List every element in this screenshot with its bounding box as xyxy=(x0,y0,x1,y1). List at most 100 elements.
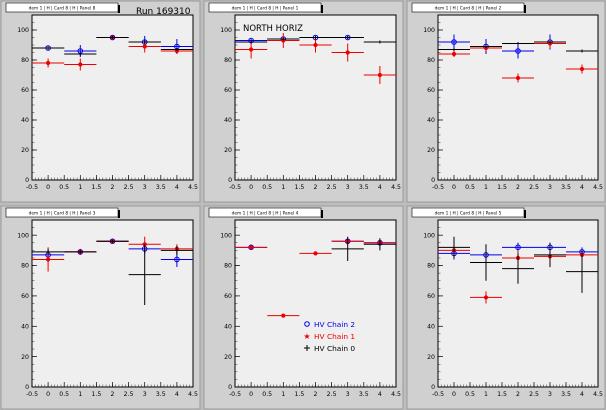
y-tick-label: 100 xyxy=(423,232,435,239)
x-tick-label: 0.5 xyxy=(465,391,475,398)
data-point xyxy=(32,248,65,255)
x-tick-label: 0 xyxy=(46,391,50,398)
data-point xyxy=(470,291,502,304)
x-tick-label: 0.5 xyxy=(59,391,69,398)
y-tick-label: 60 xyxy=(224,87,232,94)
x-axis: -0.5 0 0.5 1 1.5 2 2.5 3 3.5 4 4.5 xyxy=(229,175,401,191)
marker-circle xyxy=(174,256,180,263)
y-tick-label: 20 xyxy=(427,147,435,154)
y-tick-label: 0 xyxy=(25,177,29,184)
marker-star xyxy=(515,75,521,81)
y-tick-label: 100 xyxy=(220,232,232,239)
data-point xyxy=(363,40,396,44)
x-tick-label: 4.5 xyxy=(593,391,603,398)
x-tick-label: 2.5 xyxy=(124,391,134,398)
x-tick-label: 2.5 xyxy=(327,391,337,398)
data-point xyxy=(128,244,161,306)
plot-area xyxy=(31,219,194,388)
data-point xyxy=(331,36,364,39)
y-tick-label: 40 xyxy=(427,323,435,330)
y-tick-label: 80 xyxy=(224,57,232,64)
data-point xyxy=(438,51,470,57)
x-tick-label: 4 xyxy=(580,391,584,398)
legend-marker-star: ★ xyxy=(303,332,310,341)
x-tick-label: 3.5 xyxy=(561,391,571,398)
series-chain0 xyxy=(32,239,193,306)
data-point xyxy=(502,43,534,59)
x-tick-label: 3.5 xyxy=(359,391,369,398)
data-point xyxy=(299,37,332,53)
panel-title: dem 1 | H | Card 8 | H | Panel 1 xyxy=(208,2,323,13)
y-tick-label: 80 xyxy=(427,263,435,270)
x-axis: -0.5 0 0.5 1 1.5 2 2.5 3 3.5 4 4.5 xyxy=(26,175,198,191)
x-tick-label: 4.5 xyxy=(593,184,603,191)
x-tick-label: 2.5 xyxy=(124,184,134,191)
y-tick-label: 40 xyxy=(427,117,435,124)
x-tick-label: 3 xyxy=(143,391,147,398)
y-tick-label: 20 xyxy=(21,147,29,154)
y-tick-label: 0 xyxy=(431,177,435,184)
data-point xyxy=(470,244,502,281)
x-tick-label: 3.5 xyxy=(156,184,166,191)
x-tick-label: 3 xyxy=(346,391,350,398)
y-tick-label: 60 xyxy=(21,293,29,300)
x-tick-label: 0.5 xyxy=(262,391,272,398)
x-tick-label: 0 xyxy=(452,391,456,398)
y-tick-label: 40 xyxy=(21,323,29,330)
x-tick-label: 1 xyxy=(281,184,285,191)
y-tick-label: 60 xyxy=(427,293,435,300)
series-chain0 xyxy=(438,236,598,293)
y-tick-label: 40 xyxy=(224,323,232,330)
data-point xyxy=(267,313,300,318)
marker-star xyxy=(313,251,318,256)
x-tick-label: 3 xyxy=(346,184,350,191)
y-tick-label: 0 xyxy=(431,384,435,391)
y-axis: 0 20 40 60 80 100 xyxy=(423,14,443,184)
data-point xyxy=(502,253,534,284)
data-point xyxy=(96,36,129,39)
x-tick-label: 3.5 xyxy=(156,391,166,398)
x-tick-label: -0.5 xyxy=(26,184,38,191)
data-point xyxy=(299,251,332,256)
y-tick-label: 0 xyxy=(228,384,232,391)
marker-star xyxy=(249,245,254,250)
y-tick-label: 100 xyxy=(17,27,29,34)
legend-entry: HV Chain 0 xyxy=(304,344,355,353)
run-label: Run 169310 xyxy=(136,7,191,17)
marker-star xyxy=(377,72,382,78)
panel-5: dem 1 | H | Card 8 | H | Panel 4-0.5 0 0.5… xyxy=(203,205,404,410)
data-point xyxy=(128,40,161,44)
x-tick-label: 2 xyxy=(516,391,520,398)
marker-star xyxy=(142,44,147,49)
y-axis: 0 20 40 60 80 100 xyxy=(17,219,37,391)
x-tick-label: 4 xyxy=(175,184,179,191)
x-tick-label: 0 xyxy=(452,184,456,191)
x-tick-label: 2 xyxy=(314,184,318,191)
y-tick-label: 80 xyxy=(21,57,29,64)
x-tick-label: 0.5 xyxy=(59,184,69,191)
x-tick-label: 4 xyxy=(175,391,179,398)
x-tick-label: -0.5 xyxy=(26,391,38,398)
data-point xyxy=(64,250,97,254)
marker-star xyxy=(579,66,585,72)
y-tick-label: 20 xyxy=(21,354,29,361)
series-chain0 xyxy=(32,36,193,56)
data-point xyxy=(566,64,598,74)
marker-star xyxy=(345,50,350,55)
legend: HV Chain 2 ★ HV Chain 1 HV Chain 0 xyxy=(303,320,355,353)
panel-title-text: dem 1 | H | Card 8 | H | Panel 2 xyxy=(435,6,502,12)
y-tick-label: 0 xyxy=(228,177,232,184)
x-tick-label: 3 xyxy=(143,184,147,191)
x-tick-label: 3.5 xyxy=(561,184,571,191)
y-tick-label: 20 xyxy=(427,354,435,361)
data-point xyxy=(502,42,534,45)
data-point xyxy=(534,242,566,268)
data-point xyxy=(331,236,364,261)
x-tick-label: 4.5 xyxy=(188,184,198,191)
data-point xyxy=(438,34,470,50)
x-tick-label: 4.5 xyxy=(391,184,401,191)
y-tick-label: 100 xyxy=(220,27,232,34)
x-tick-label: 0.5 xyxy=(262,184,272,191)
x-tick-label: 1 xyxy=(484,184,488,191)
x-tick-label: 3 xyxy=(548,184,552,191)
